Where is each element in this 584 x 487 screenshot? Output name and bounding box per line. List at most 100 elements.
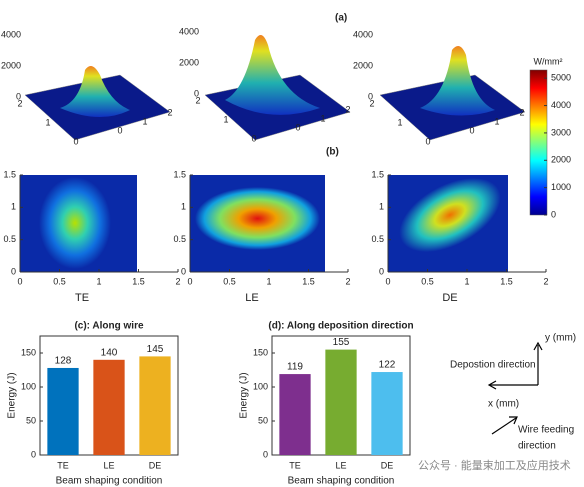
diagram-label: Wire feeding bbox=[518, 425, 574, 436]
value-label: 140 bbox=[101, 347, 118, 358]
y-tick-label: 0 bbox=[73, 136, 78, 146]
x-tick-label: DE bbox=[381, 460, 394, 470]
x-tick-label: TE bbox=[289, 460, 301, 470]
z-tick-label: 2000 bbox=[353, 60, 373, 70]
y-tick-label: 100 bbox=[253, 381, 268, 391]
colorbar-tick-label: 1000 bbox=[551, 182, 571, 192]
heatmap-image bbox=[190, 175, 325, 272]
x-tick-label: TE bbox=[57, 460, 69, 470]
surface-plot bbox=[204, 35, 351, 141]
x-tick-label: 1 bbox=[464, 276, 469, 286]
y-tick-label: 50 bbox=[26, 415, 36, 425]
y-tick-label: 1 bbox=[11, 202, 16, 212]
z-tick-label: 0 bbox=[368, 91, 373, 101]
z-tick-label: 4000 bbox=[179, 26, 199, 36]
panel-caption: DE bbox=[442, 292, 457, 304]
x-tick-label: 1 bbox=[266, 276, 271, 286]
y-tick-label: 150 bbox=[21, 347, 36, 357]
y-axis-label: Energy (J) bbox=[239, 372, 250, 418]
colorbar-tick-label: 2000 bbox=[551, 155, 571, 165]
y-tick-label: 1 bbox=[397, 117, 402, 127]
z-tick-label: 0 bbox=[194, 88, 199, 98]
x-tick-label: 1.5 bbox=[302, 276, 315, 286]
watermark: 公众号 · 能量束加工及应用技术 bbox=[418, 458, 571, 472]
y-tick-label: 0.5 bbox=[173, 234, 186, 244]
y-tick-label: 1.5 bbox=[371, 169, 384, 179]
chart-title: (d): Along deposition direction bbox=[268, 321, 413, 332]
x-axis-label: Beam shaping condition bbox=[288, 476, 395, 487]
heatmap-image bbox=[388, 175, 508, 272]
colorbar-tick-label: 3000 bbox=[551, 127, 571, 137]
colorbar-tick-label: 5000 bbox=[551, 73, 571, 83]
x-tick-label: 1 bbox=[494, 116, 499, 126]
x-tick-label: 2 bbox=[345, 104, 350, 114]
y-tick-label: 1 bbox=[379, 202, 384, 212]
bar bbox=[325, 349, 357, 455]
surface-plot bbox=[379, 46, 526, 141]
x-tick-label: 2 bbox=[519, 107, 524, 117]
y-tick-label: 0 bbox=[251, 133, 256, 143]
bar bbox=[371, 372, 403, 455]
x-tick-label: 0 bbox=[469, 125, 474, 135]
y-tick-label: 0 bbox=[11, 266, 16, 276]
axis-diagram bbox=[487, 341, 543, 435]
y-tick-label: 1 bbox=[223, 114, 228, 124]
y-tick-label: 1 bbox=[45, 117, 50, 127]
value-label: 145 bbox=[147, 344, 164, 355]
x-tick-label: 0.5 bbox=[421, 276, 434, 286]
surface-plot bbox=[24, 66, 171, 141]
value-label: 119 bbox=[287, 362, 303, 373]
x-tick-label: 2 bbox=[345, 276, 350, 286]
x-tick-label: 0 bbox=[117, 125, 122, 135]
x-tick-label: 1 bbox=[142, 116, 147, 126]
heatmap-image bbox=[20, 175, 137, 272]
x-tick-label: 2 bbox=[175, 276, 180, 286]
z-tick-label: 2000 bbox=[1, 60, 21, 70]
x-tick-label: 0.5 bbox=[53, 276, 66, 286]
y-tick-label: 0.5 bbox=[3, 234, 16, 244]
x-tick-label: LE bbox=[335, 460, 346, 470]
y-tick-label: 1.5 bbox=[3, 169, 16, 179]
x-tick-label: 2 bbox=[167, 107, 172, 117]
y-tick-label: 2 bbox=[195, 95, 200, 105]
value-label: 122 bbox=[379, 360, 396, 371]
z-tick-label: 2000 bbox=[179, 57, 199, 67]
y-tick-label: 2 bbox=[369, 98, 374, 108]
z-tick-label: 4000 bbox=[1, 29, 21, 39]
y-tick-label: 0 bbox=[425, 136, 430, 146]
y-tick-label: 100 bbox=[21, 381, 36, 391]
bar bbox=[47, 367, 79, 455]
bar bbox=[279, 374, 311, 455]
panel-caption: LE bbox=[245, 292, 258, 304]
x-tick-label: 0 bbox=[17, 276, 22, 286]
x-tick-label: 2 bbox=[543, 276, 548, 286]
colorbar-tick-label: 4000 bbox=[551, 100, 571, 110]
diagram-label: Depostion direction bbox=[450, 360, 536, 371]
colorbar-label: W/mm² bbox=[534, 56, 563, 66]
y-tick-label: 0 bbox=[263, 449, 268, 459]
value-label: 155 bbox=[333, 337, 350, 348]
value-label: 128 bbox=[55, 356, 72, 367]
x-tick-label: 0 bbox=[385, 276, 390, 286]
y-axis-label: Energy (J) bbox=[7, 372, 18, 418]
y-tick-label: 0 bbox=[181, 266, 186, 276]
x-tick-label: 1.5 bbox=[132, 276, 145, 286]
x-tick-label: 0.5 bbox=[223, 276, 236, 286]
y-tick-label: 150 bbox=[253, 347, 268, 357]
y-tick-label: 0 bbox=[379, 266, 384, 276]
y-tick-label: 2 bbox=[17, 98, 22, 108]
diagram-label: direction bbox=[518, 441, 556, 452]
panel-label: (b) bbox=[326, 147, 339, 158]
colorbar-tick-label: 0 bbox=[551, 209, 556, 219]
x-axis-label: Beam shaping condition bbox=[56, 476, 163, 487]
y-tick-label: 0 bbox=[31, 449, 36, 459]
colorbar bbox=[529, 69, 548, 216]
x-tick-label: 0 bbox=[295, 122, 300, 132]
y-tick-label: 50 bbox=[258, 415, 268, 425]
x-tick-label: 1 bbox=[96, 276, 101, 286]
x-tick-label: LE bbox=[103, 460, 114, 470]
chart-title: (c): Along wire bbox=[74, 321, 144, 332]
bar bbox=[93, 359, 125, 455]
bar bbox=[139, 356, 171, 455]
